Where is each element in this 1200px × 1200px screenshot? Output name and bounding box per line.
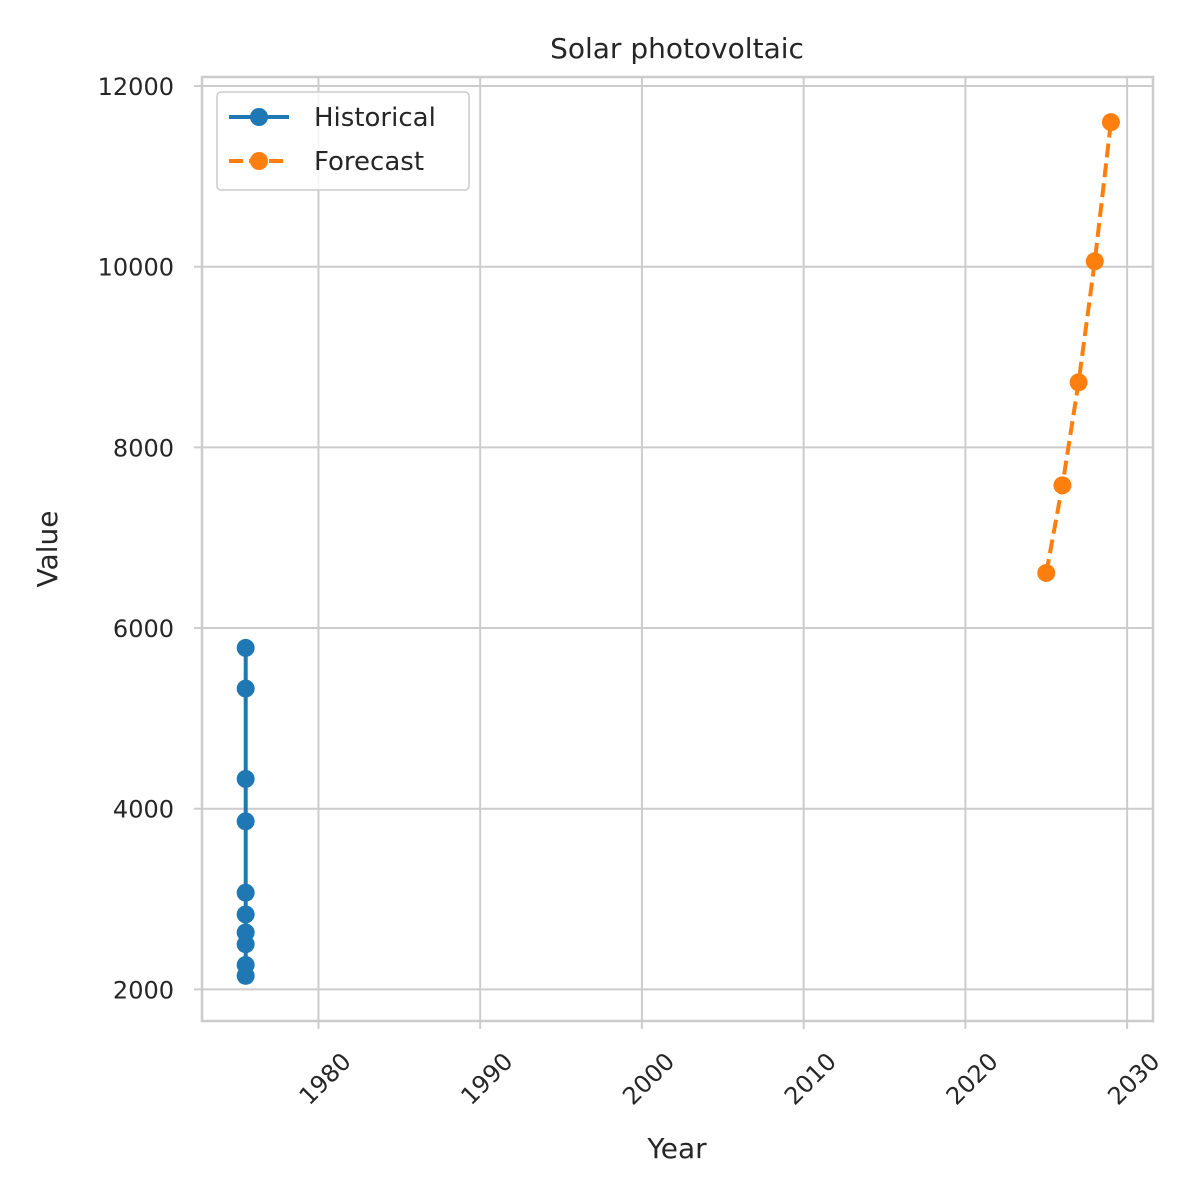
y-tick-label: 4000 (113, 796, 174, 824)
x-tick-label: 2000 (617, 1047, 680, 1110)
grid (202, 77, 1153, 1021)
legend-historical-label: Historical (314, 103, 436, 133)
data-point-forecast (1101, 113, 1120, 132)
data-point-forecast (1037, 563, 1056, 582)
data-point-historical (236, 812, 255, 831)
x-axis: 1980 1990 2000 2010 2020 2030 (294, 1021, 1165, 1110)
data-point-historical (236, 883, 255, 902)
chart-title: Solar photovoltaic (550, 32, 804, 65)
y-tick-label: 2000 (113, 976, 174, 1004)
data-point-historical (236, 679, 255, 698)
data-point-forecast (1053, 476, 1072, 495)
data-point-historical (236, 923, 255, 942)
data-point-forecast (1085, 252, 1104, 271)
legend-forecast-label: Forecast (314, 147, 424, 177)
plot-frame (200, 75, 1155, 1023)
x-tick-label: 2010 (779, 1047, 842, 1110)
x-tick-label: 1990 (455, 1047, 518, 1110)
y-tick-label: 10000 (98, 254, 174, 282)
y-tick-label: 8000 (113, 434, 174, 462)
legend: Historical Forecast (216, 91, 470, 191)
x-tick-label: 2030 (1102, 1047, 1165, 1110)
legend-historical-marker (250, 108, 268, 126)
data-point-historical (236, 955, 255, 974)
data-point-forecast (1069, 373, 1088, 392)
x-tick-label: 2020 (941, 1047, 1004, 1110)
y-axis: 2000 4000 6000 8000 10000 12000 (98, 73, 202, 1004)
y-tick-label: 12000 (98, 73, 174, 101)
series-line-forecast (1044, 121, 1113, 574)
y-tick-label: 6000 (113, 615, 174, 643)
x-tick-label: 1980 (294, 1047, 357, 1110)
data-point-historical (236, 769, 255, 788)
data-point-historical (236, 638, 255, 657)
series-layer (236, 113, 1120, 985)
y-axis-label: Value (31, 511, 64, 588)
data-point-historical (236, 905, 255, 924)
x-axis-label: Year (646, 1132, 707, 1165)
legend-forecast-marker (250, 152, 268, 170)
